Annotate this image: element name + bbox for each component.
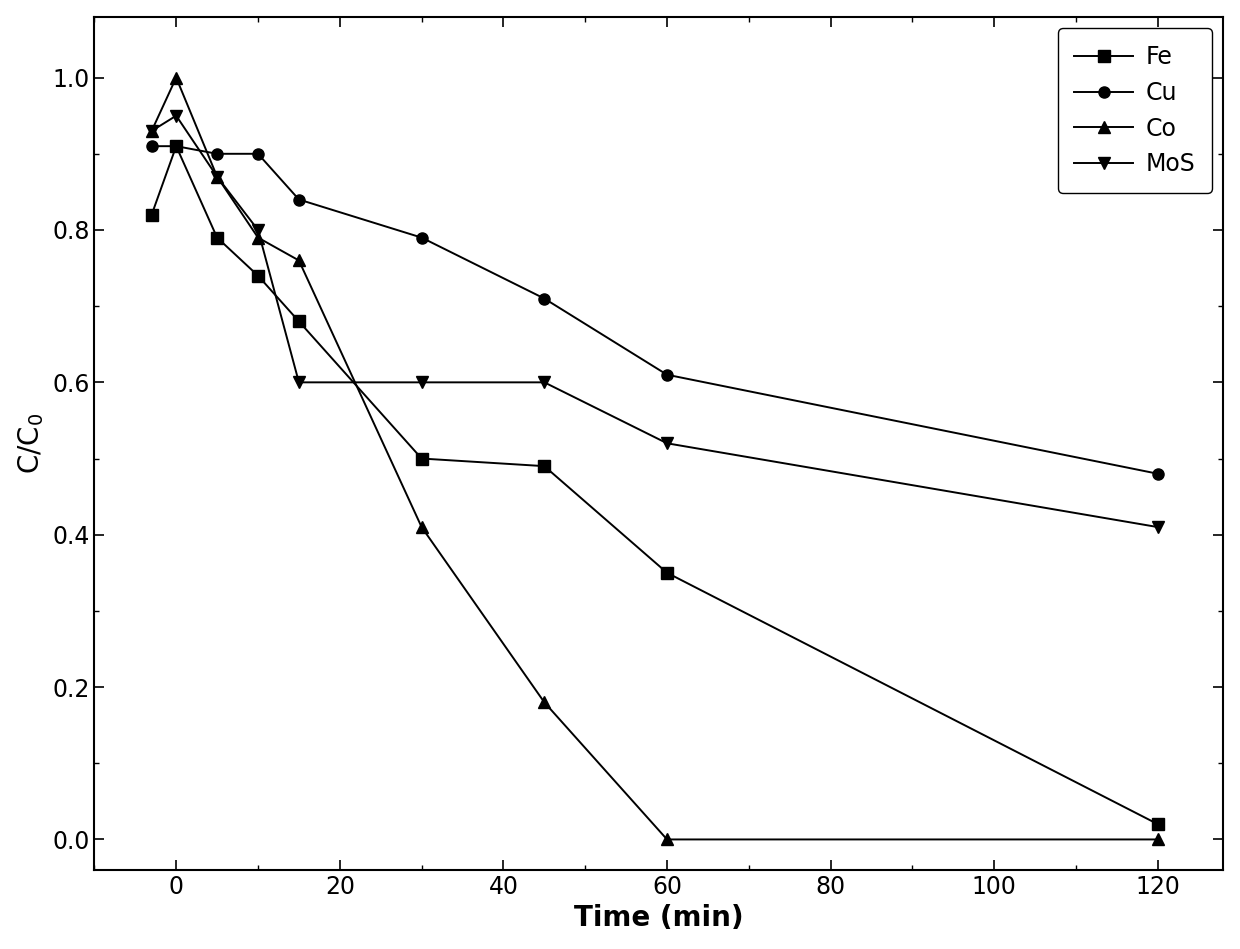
Cu xyxy=(537,293,552,305)
Fe xyxy=(414,453,429,464)
Cu xyxy=(250,148,265,159)
Co xyxy=(291,254,306,266)
MoS xyxy=(250,224,265,235)
MoS xyxy=(169,110,184,121)
Co xyxy=(414,521,429,532)
Legend: Fe, Cu, Co, MoS: Fe, Cu, Co, MoS xyxy=(1058,28,1211,193)
Co xyxy=(250,232,265,243)
Fe xyxy=(1151,819,1166,830)
Co xyxy=(1151,834,1166,846)
Co xyxy=(660,834,675,846)
Fe xyxy=(250,270,265,282)
X-axis label: Time (min): Time (min) xyxy=(574,904,744,932)
Cu xyxy=(144,140,159,152)
Line: Fe: Fe xyxy=(146,140,1163,829)
Fe xyxy=(660,568,675,579)
Y-axis label: C/C$_0$: C/C$_0$ xyxy=(16,413,46,474)
Co xyxy=(169,72,184,84)
Co xyxy=(210,171,224,182)
Fe xyxy=(144,209,159,220)
MoS xyxy=(144,125,159,137)
Line: MoS: MoS xyxy=(146,110,1163,532)
MoS xyxy=(210,171,224,182)
Cu xyxy=(210,148,224,159)
Co xyxy=(537,697,552,708)
Fe xyxy=(210,232,224,243)
Cu xyxy=(660,369,675,381)
Fe xyxy=(169,140,184,152)
Cu xyxy=(1151,468,1166,479)
MoS xyxy=(660,437,675,449)
Line: Cu: Cu xyxy=(146,140,1163,479)
Cu xyxy=(414,232,429,243)
Fe xyxy=(291,316,306,327)
MoS xyxy=(537,377,552,388)
Line: Co: Co xyxy=(146,72,1163,845)
Cu xyxy=(169,140,184,152)
Co xyxy=(144,125,159,137)
MoS xyxy=(291,377,306,388)
MoS xyxy=(1151,521,1166,532)
Fe xyxy=(537,460,552,472)
Cu xyxy=(291,194,306,205)
MoS xyxy=(414,377,429,388)
